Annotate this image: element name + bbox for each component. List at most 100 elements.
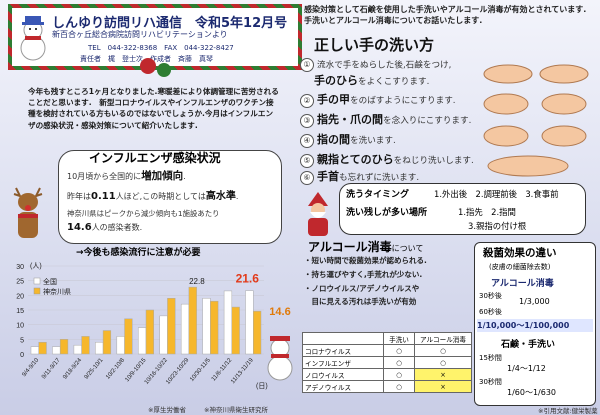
step-1b-bold: 手のひら	[314, 74, 358, 87]
step-3-bold: 指先・爪の間	[317, 113, 383, 126]
step-5-num: ⑤	[300, 153, 314, 168]
step-6-bold: 手首	[317, 170, 339, 183]
handwash-title: 正しい手の洗い方	[314, 36, 435, 54]
alcohol-point-2: ・持ち運びやすく,手荒れが少ない.	[304, 270, 423, 279]
alcohol-title-text: アルコール消毒	[308, 240, 392, 254]
flu-status-box: インフルエンザ感染状況 10月頃から全国的に増加傾向. 昨年は0.11人ほど,こ…	[58, 150, 282, 244]
flu-l2b: 0.11	[91, 191, 116, 202]
step-4-bold: 指の間	[317, 133, 350, 146]
table-cell: ○	[414, 356, 472, 369]
flu-l2a: 昨年は	[67, 192, 91, 201]
alcohol-title: アルコール消毒について	[308, 238, 423, 255]
table-row: アデノウイルス ○ ×	[302, 380, 472, 393]
x-tick-label: 9/4-9/10	[22, 357, 41, 378]
flu-l2e: .	[235, 192, 239, 201]
flu-line-1: 10月頃から全国的に増加傾向.	[67, 168, 186, 183]
virus-table: 手洗い アルコール消毒 コロナウイルス ○ ○ インフルエンザ ○ ○ ノロウイ…	[302, 332, 472, 393]
bar-kanagawa	[188, 286, 197, 355]
bar-national	[180, 303, 190, 355]
ster-s15: 15秒間	[479, 354, 502, 362]
ster-title: 殺菌効果の違い	[483, 247, 557, 259]
bar-kanagawa	[102, 330, 112, 355]
bar-national	[30, 346, 39, 355]
santa-icon	[308, 192, 328, 236]
snowman-icon	[20, 16, 46, 61]
ster-soap-label: 石鹸・手洗い	[501, 340, 556, 350]
data-label: 14.6	[269, 306, 290, 318]
virus-table-header: 手洗い アルコール消毒	[302, 332, 472, 345]
timing-label: 洗うタイミング	[346, 190, 410, 200]
reindeer-icon	[13, 187, 43, 238]
ster-alc-label: アルコール消毒	[491, 279, 554, 289]
bar-kanagawa	[38, 342, 47, 355]
miss-text-2: 3.親指の付け根	[468, 221, 527, 231]
x-tick-label: 10/23-10/29	[165, 357, 191, 386]
y-tick-label: 10	[16, 323, 24, 330]
contact-info: TEL 044-322-8368 FAX 044-322-8427	[88, 44, 234, 52]
bar-national	[116, 336, 125, 355]
legend-label: 全国	[43, 277, 57, 286]
x-tick-label: 9/11-9/17	[41, 357, 62, 380]
bar-national	[202, 298, 211, 355]
step-1-text: 流水で手をぬらした後,石鹸をつけ,	[317, 60, 452, 71]
hand-icon	[483, 125, 587, 147]
flu-l1b: 増加傾向	[141, 170, 184, 182]
step-2-bold: 手の甲	[317, 93, 350, 106]
step-4-num: ④	[300, 133, 314, 148]
flu-bar-chart: 0 5 10 15 20 25 30 (人) 9/4-9/10 9/11-9/17 9/18-9/2…	[16, 262, 291, 390]
step-5-bold2: とてのひら	[339, 153, 394, 166]
bar-kanagawa	[145, 309, 154, 355]
bar-national	[95, 342, 104, 355]
ster-sv15: 1/4～1/12	[507, 364, 546, 373]
table-cell: ○	[414, 344, 472, 357]
step-1b-text: をよくこすります.	[358, 77, 430, 87]
legend-swatch	[33, 277, 41, 285]
x-tick-label: 9/25-10/1	[84, 357, 105, 381]
table-header-cell: 手洗い	[383, 332, 415, 345]
table-header-cell	[302, 332, 384, 345]
y-tick-label: 25	[16, 279, 24, 286]
hand-icon	[483, 64, 589, 84]
ster-v60: 1/10,000～1/100,000	[477, 319, 593, 332]
source-1: ※厚生労働省	[148, 406, 186, 414]
source-2: ※神奈川県衛生研究所	[204, 406, 268, 414]
step-1b: 手のひらをよくこすります.	[314, 72, 429, 88]
table-cell: ノロウイルス	[302, 368, 384, 381]
bar-national	[245, 290, 254, 355]
step-1-num: ①	[300, 58, 314, 72]
y-axis-label: (人)	[30, 262, 42, 270]
ster-sub: (皮膚の細菌除去数)	[489, 263, 551, 271]
step-5: ⑤ 親指とてのひらをねじり洗いします.	[300, 151, 474, 168]
step-5-bold: 親指	[317, 153, 339, 166]
step-2-text: をのばすようにこすります.	[350, 96, 456, 106]
miss-text-1: 1.指先 2.指間	[458, 207, 516, 217]
table-cell: インフルエンザ	[302, 356, 384, 369]
bar-kanagawa	[253, 310, 262, 355]
bar-kanagawa	[59, 339, 69, 355]
table-row: コロナウイルス ○ ○	[302, 344, 472, 357]
table-cell: ○	[383, 356, 415, 369]
y-tick-label: 0	[20, 352, 24, 359]
table-cell: ×	[414, 368, 472, 381]
ster-v30: 1/3,000	[519, 297, 550, 306]
reference: ※引用文献:健栄製薬	[538, 407, 598, 415]
timing-text: 1.外出後 2.調理前後 3.食事前	[434, 189, 559, 199]
table-row: ノロウイルス ○ ×	[302, 368, 472, 381]
table-cell: アデノウイルス	[302, 380, 384, 393]
ster-t60: 60秒後	[479, 308, 502, 316]
bar-national	[52, 346, 61, 355]
bar-kanagawa	[81, 336, 90, 355]
y-tick-label: 15	[16, 308, 24, 315]
table-cell: ○	[383, 368, 415, 381]
intro-text: 今年も残すところ1ヶ月となりました.寒暖差により体調管理に苦労されることだと思い…	[28, 87, 279, 130]
timing-box: 洗うタイミング 1.外出後 2.調理前後 3.食事前 洗い残しが多い場所 1.指…	[339, 183, 586, 235]
newsletter-title: しんゆり訪問リハ通信 令和5年12月号	[52, 16, 288, 31]
flu-line-4: 14.6人の感染者数.	[67, 222, 142, 233]
step-6: ⑥ 手首も忘れずに洗います.	[300, 168, 419, 185]
x-tick-label: 10/9-10/15	[124, 357, 147, 383]
miss-label: 洗い残しが多い場所	[346, 208, 428, 218]
step-3: ③ 指先・爪の間を念入りにこすります.	[300, 111, 471, 128]
bar-national	[138, 327, 147, 355]
flu-l4b: 人の感染者数.	[91, 223, 143, 232]
table-cell: ○	[383, 344, 415, 357]
